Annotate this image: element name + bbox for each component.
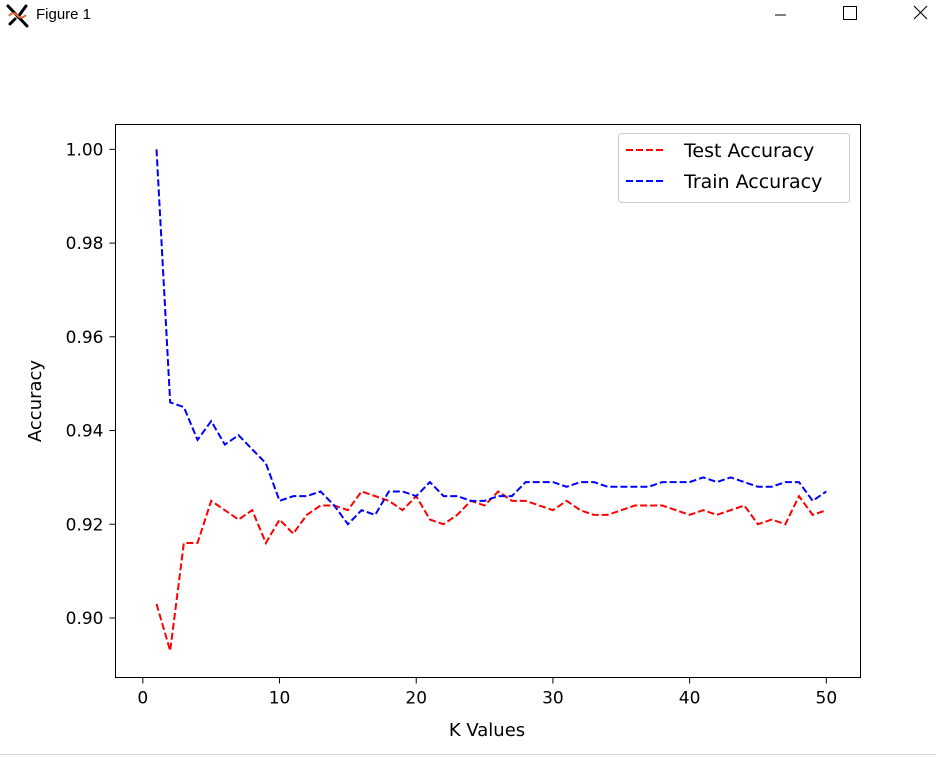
x-tick-label: 30 [542, 689, 564, 709]
legend-box [618, 133, 850, 203]
matplotlib-figure-icon [6, 4, 29, 28]
close-icon [913, 5, 928, 20]
window-title: Figure 1 [36, 6, 92, 23]
y-tick-label: 0.90 [66, 609, 104, 629]
x-tick-label: 0 [137, 689, 148, 709]
y-tick-label: 0.96 [66, 328, 104, 348]
legend-entry-label: Train Accuracy [683, 171, 822, 193]
legend: Test Accuracy Train Accuracy [618, 133, 850, 203]
maximize-icon [843, 6, 857, 20]
series-lines [155, 149, 827, 652]
line-chart: 0 10 20 30 40 50 0.90 0.92 0.94 0.96 0.98 1.00 Tes… [25, 124, 861, 741]
figure-canvas: 0 10 20 30 40 50 0.90 0.92 0.94 0.96 0.98 1.00 Tes… [0, 36, 936, 754]
minimize-icon [775, 14, 786, 16]
series-line-train-accuracy [155, 149, 827, 526]
x-tick-label: 20 [405, 689, 427, 709]
y-axis-label: Accuracy [25, 360, 46, 443]
x-axis-ticks: 0 10 20 30 40 50 [137, 677, 838, 709]
maximize-button[interactable] [827, 0, 873, 30]
x-tick-label: 40 [679, 689, 701, 709]
window-bottom-border [0, 754, 936, 755]
y-tick-label: 0.92 [66, 515, 104, 535]
window-titlebar: Figure 1 [0, 0, 936, 36]
close-button[interactable] [897, 0, 936, 30]
x-tick-label: 50 [816, 689, 838, 709]
minimize-button[interactable] [757, 0, 803, 30]
y-tick-label: 0.98 [66, 234, 104, 254]
y-axis-ticks: 0.90 0.92 0.94 0.96 0.98 1.00 [66, 140, 116, 629]
y-tick-label: 1.00 [66, 140, 104, 160]
plot-area [115, 124, 861, 678]
legend-entry-label: Test Accuracy [683, 140, 814, 162]
x-tick-label: 10 [269, 689, 291, 709]
x-axis-label: K Values [449, 720, 525, 741]
y-tick-label: 0.94 [66, 422, 104, 442]
